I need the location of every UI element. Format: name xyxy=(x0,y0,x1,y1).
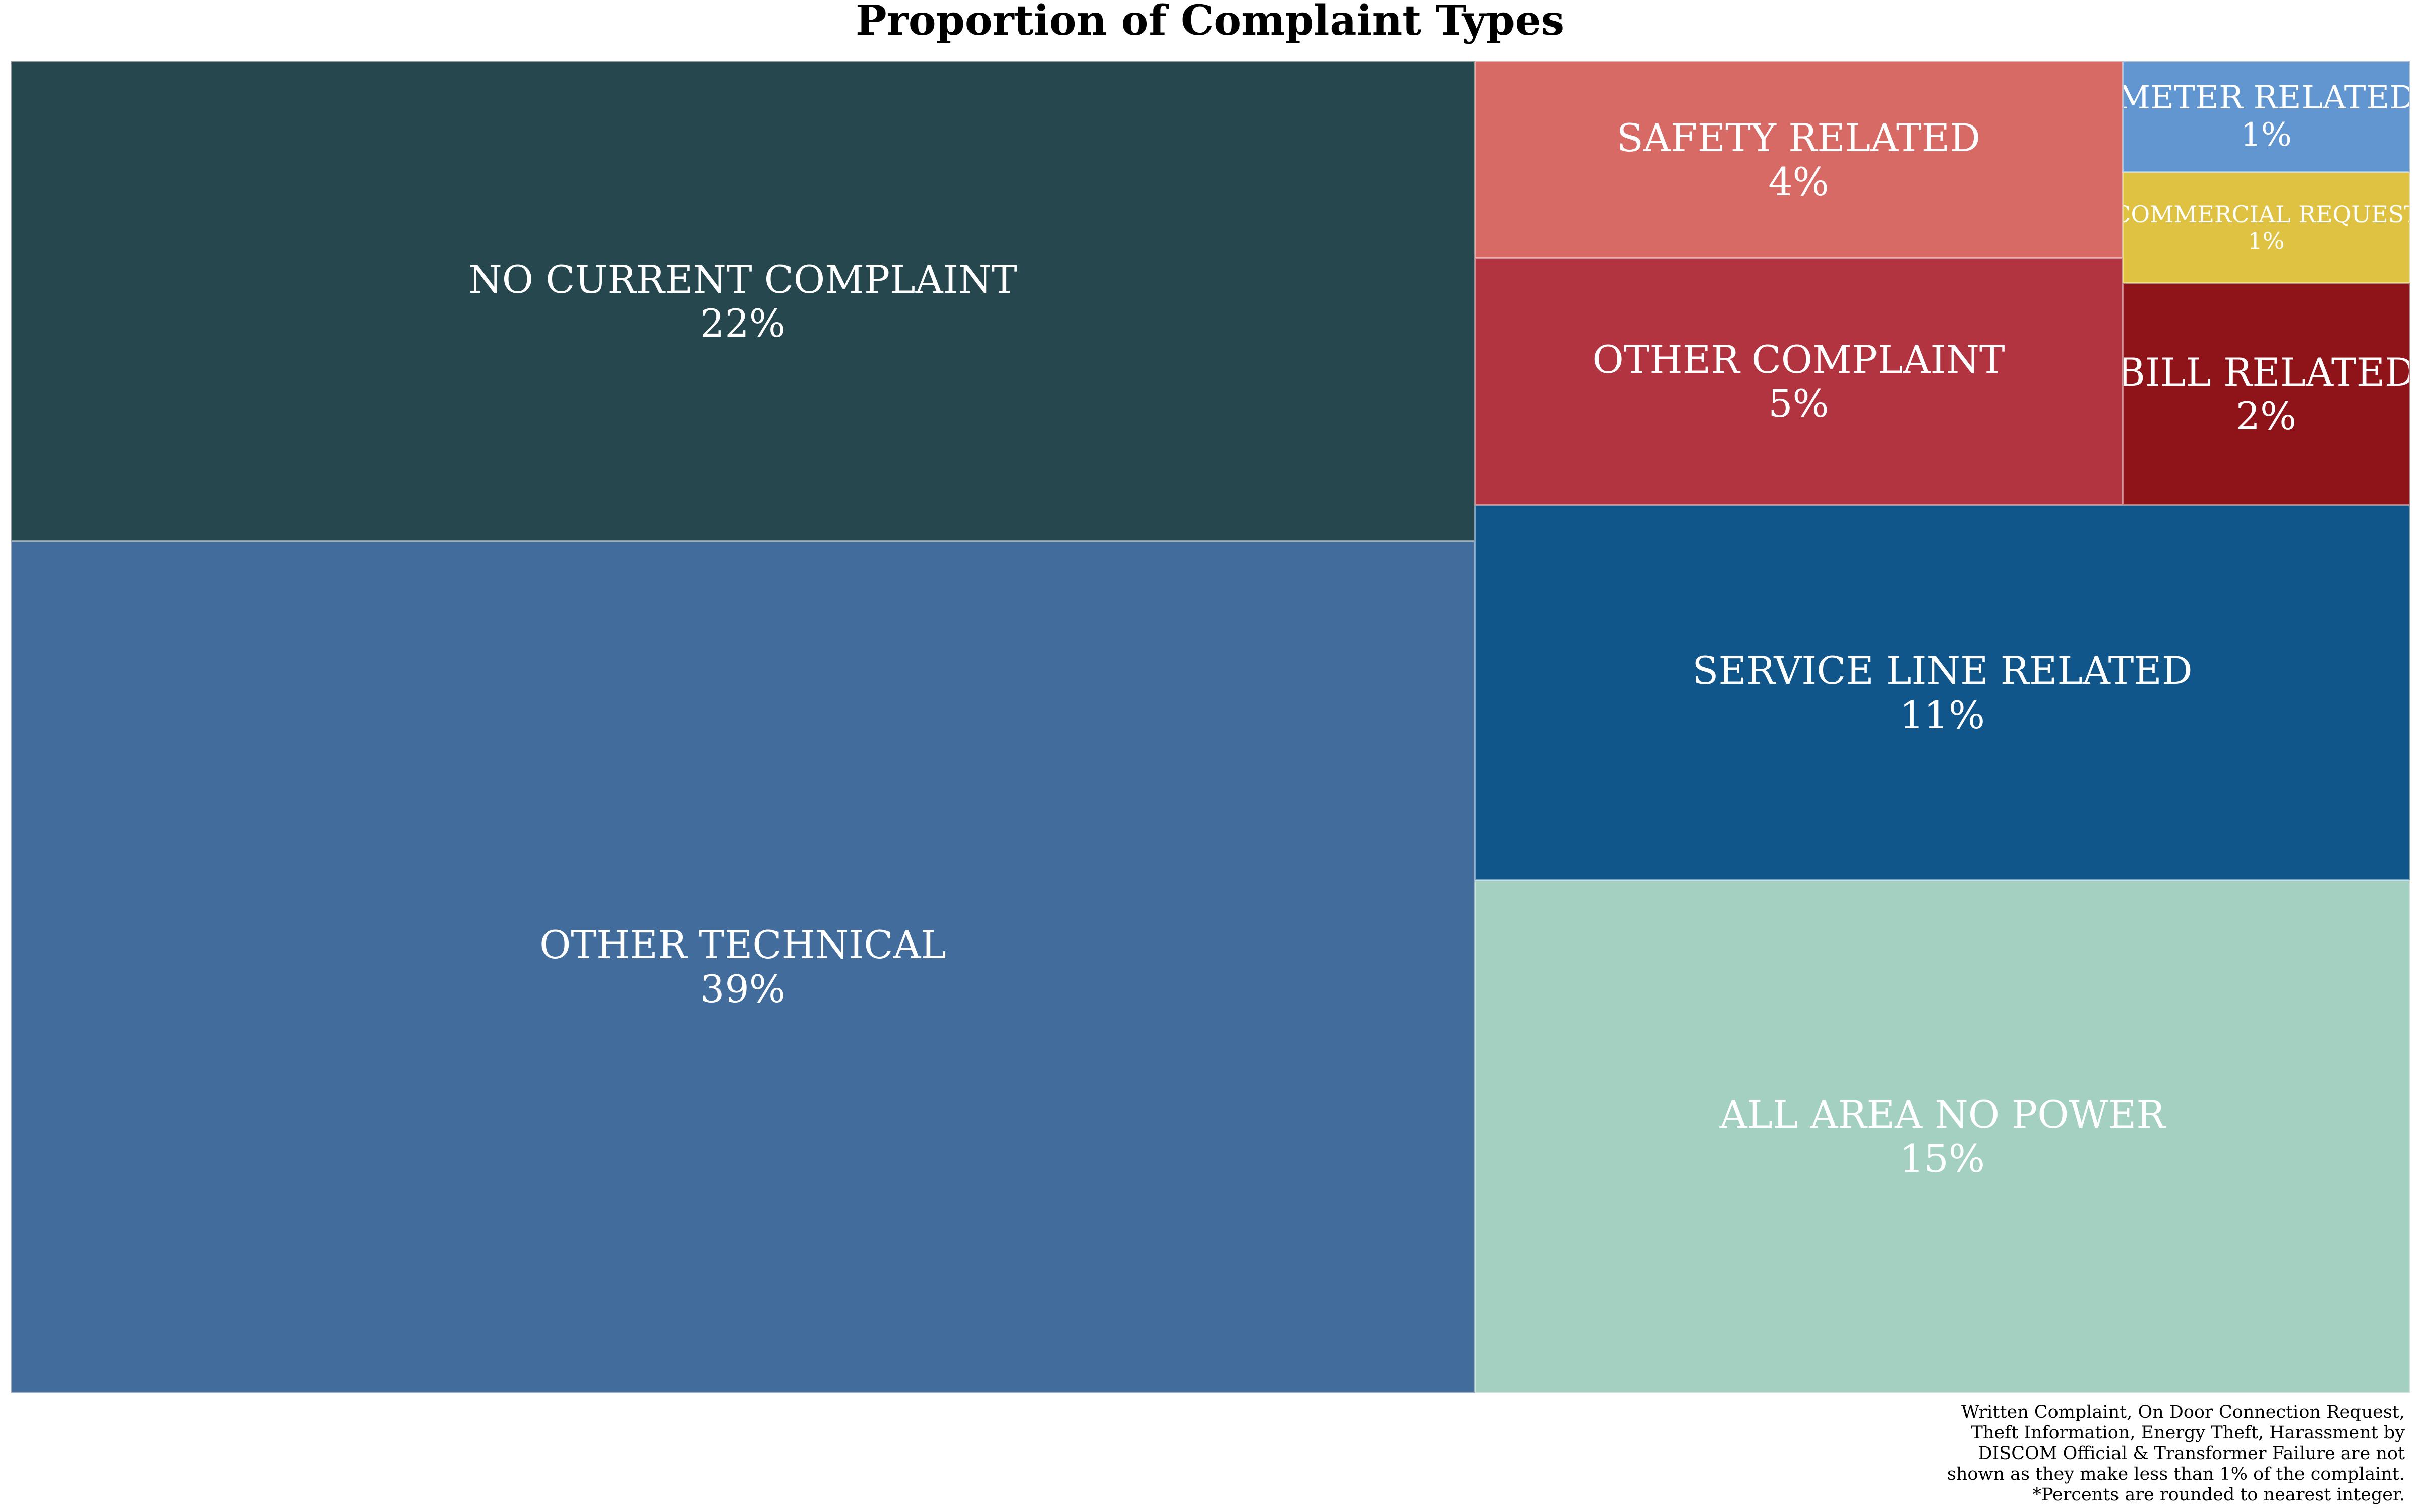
treemap-tile-bill-related: BILL RELATED 2% xyxy=(2123,283,2410,505)
footnote: Written Complaint, On Door Connection Re… xyxy=(1901,1402,2405,1505)
treemap-tile-all-area-no-power: ALL AREA NO POWER 15% xyxy=(1475,880,2410,1393)
tile-label: COMMERCIAL REQUEST xyxy=(2123,201,2410,228)
treemap-tile-no-current-complaint: NO CURRENT COMPLAINT 22% xyxy=(11,61,1475,541)
tile-value-label: 1% xyxy=(2241,116,2292,154)
footnote-line: shown as they make less than 1% of the c… xyxy=(1947,1464,2405,1484)
treemap-tile-other-complaint: OTHER COMPLAINT 5% xyxy=(1475,258,2123,505)
tile-label: OTHER COMPLAINT xyxy=(1592,337,2005,382)
tile-label: SERVICE LINE RELATED xyxy=(1692,648,2193,694)
treemap-tile-safety-related: SAFETY RELATED 4% xyxy=(1475,61,2123,258)
tile-value-label: 39% xyxy=(700,966,785,1012)
tile-label: METER RELATED xyxy=(2123,79,2410,117)
treemap-tile-other-technical: OTHER TECHNICAL 39% xyxy=(11,541,1475,1393)
footnote-line: DISCOM Official & Transformer Failure ar… xyxy=(1978,1443,2405,1464)
tile-label: NO CURRENT COMPLAINT xyxy=(468,257,1017,302)
tile-label: ALL AREA NO POWER xyxy=(1719,1092,2165,1137)
tile-label: BILL RELATED xyxy=(2123,349,2410,395)
tile-label: OTHER TECHNICAL xyxy=(539,922,946,968)
treemap-tile-service-line-related: SERVICE LINE RELATED 11% xyxy=(1475,505,2410,880)
tile-value-label: 11% xyxy=(1900,692,1985,737)
tile-value-label: 4% xyxy=(1768,159,1829,204)
tile-label: SAFETY RELATED xyxy=(1616,115,1981,160)
tile-value-label: 2% xyxy=(2235,394,2297,438)
footnote-line: *Percents are rounded to nearest integer… xyxy=(2032,1484,2405,1505)
chart-title: Proportion of Complaint Types xyxy=(855,0,1565,45)
tile-value-label: 5% xyxy=(1768,381,1829,426)
tile-value-label: 22% xyxy=(700,301,785,346)
treemap-tile-meter-related: METER RELATED 1% xyxy=(2123,61,2410,172)
treemap-tile-commercial-request: COMMERCIAL REQUEST 1% xyxy=(2123,172,2410,283)
tile-value-label: 1% xyxy=(2248,227,2285,255)
footnote-line: Written Complaint, On Door Connection Re… xyxy=(1961,1402,2405,1422)
tile-value-label: 15% xyxy=(1900,1136,1985,1181)
footnote-line: Theft Information, Energy Theft, Harassm… xyxy=(1971,1422,2405,1443)
